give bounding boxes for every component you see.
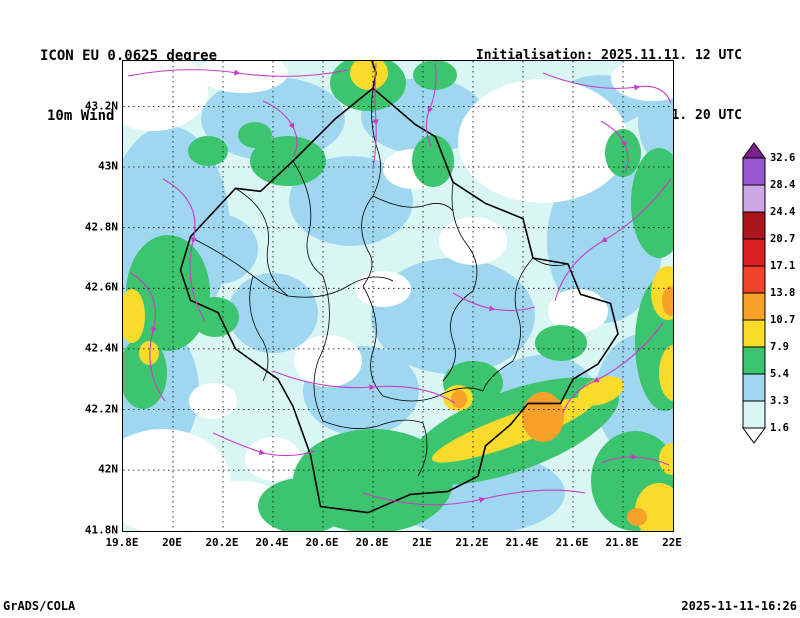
lon-tick-label: 19.8E (105, 536, 139, 549)
colorbar-level-label: 13.8 (770, 287, 796, 299)
colorbar-level-label: 5.4 (770, 368, 789, 380)
lon-tick-label: 21.6E (555, 536, 589, 549)
lon-tick-label: 21.8E (605, 536, 639, 549)
streamline (554, 178, 672, 302)
colorbar-level-label: 20.7 (770, 233, 796, 245)
colorbar-top-arrow (742, 142, 766, 159)
contour-orange (451, 286, 673, 526)
lat-tick-label: 43N (98, 159, 118, 173)
streamline (272, 370, 456, 404)
colorbar-cell (742, 400, 766, 429)
colorbar-svg (742, 142, 766, 444)
borders-layer (179, 61, 619, 514)
lon-tick-label: 20E (162, 536, 182, 549)
lon-tick-label: 22E (662, 536, 682, 549)
streamline (130, 272, 166, 402)
streamline (262, 100, 298, 158)
lat-tick-label: 42.8N (84, 220, 118, 234)
colorbar-level-label: 32.6 (770, 152, 796, 164)
colorbar-cell (742, 211, 766, 240)
streamline (372, 62, 379, 170)
lon-tick-label: 21.4E (505, 536, 539, 549)
streamline (425, 62, 437, 148)
colorbar-cell (742, 238, 766, 267)
lat-tick-label: 42.4N (84, 341, 118, 355)
colorbar-cell (742, 292, 766, 321)
colorbar-level-label: 7.9 (770, 341, 789, 353)
lat-tick-label: 41.8N (84, 523, 118, 537)
filled-contours (123, 61, 673, 531)
streamline (162, 178, 206, 322)
lon-tick-label: 21E (412, 536, 432, 549)
colorbar-cell (742, 346, 766, 375)
init-time: Initialisation: 2025.11.11. 12 UTC (475, 48, 742, 63)
colorbar-cell (742, 184, 766, 213)
grid-lines (123, 61, 673, 531)
colorbar-level-label: 3.3 (770, 395, 789, 407)
lat-tick-label: 42N (98, 462, 118, 476)
colorbar-cell (742, 157, 766, 186)
streamline (452, 292, 536, 312)
wind-map-svg (123, 61, 673, 531)
colorbar-level-label: 17.1 (770, 260, 796, 272)
streamline (600, 120, 629, 174)
colorbar-cell (742, 265, 766, 294)
colorbar-level-label: 10.7 (770, 314, 796, 326)
colorbar-level-label: 28.4 (770, 179, 796, 191)
grads-credit: GrADS/COLA (3, 599, 76, 613)
country-border (179, 87, 619, 514)
streamline (127, 69, 349, 77)
colorbar-cell (742, 319, 766, 348)
map-area (122, 60, 674, 532)
colorbar-level-label: 1.6 (770, 422, 789, 434)
streamline (212, 432, 316, 457)
creation-timestamp: 2025-11-11-16:26 (681, 599, 797, 613)
colorbar (742, 142, 766, 444)
streamline (362, 489, 586, 506)
streamline (600, 453, 670, 466)
lon-tick-label: 20.8E (355, 536, 389, 549)
border-spur (371, 61, 377, 89)
colorbar-level-label: 24.4 (770, 206, 796, 218)
lon-tick-label: 20.4E (255, 536, 289, 549)
lat-tick-label: 43.2N (84, 99, 118, 112)
district-borders (189, 88, 569, 477)
streamline (562, 322, 664, 414)
lon-tick-label: 21.2E (455, 536, 489, 549)
lat-tick-label: 42.6N (84, 280, 118, 294)
lon-tick-label: 20.6E (305, 536, 339, 549)
colorbar-bottom-arrow (742, 427, 766, 444)
streamlines-layer (127, 62, 672, 506)
streamline (542, 72, 672, 104)
lat-tick-label: 42.2N (84, 402, 118, 415)
colorbar-cell (742, 373, 766, 402)
lon-tick-label: 20.2E (205, 536, 239, 549)
